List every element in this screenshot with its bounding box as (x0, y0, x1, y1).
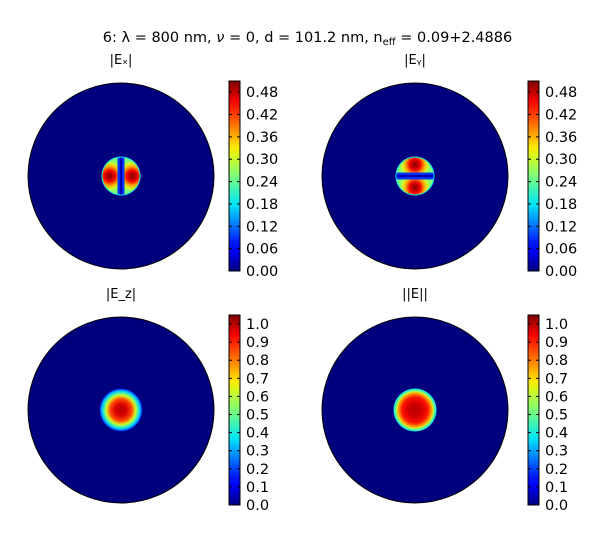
colorbar-tick-label: 0.24 (545, 175, 577, 191)
colorbar-tick-label: 1.0 (246, 317, 269, 333)
panel-4: ||E|| 0.0 0.1 0.2 0.3 0.4 0.5 0.6 0.7 0.8 0.9 1.0 (321, 287, 568, 514)
colorbar-tick-label: 0.18 (246, 197, 278, 213)
colorbar-tick-label: 0.7 (545, 371, 568, 387)
colorbar-tick-label: 0.9 (545, 335, 568, 351)
colorbar-tick-label: 0.6 (246, 389, 269, 405)
panel-title: |Eₓ| (110, 53, 133, 68)
panel-title: ||E|| (402, 287, 428, 302)
colorbar: 0.0 0.1 0.2 0.3 0.4 0.5 0.6 0.7 0.8 0.9 1.0 (228, 314, 269, 514)
colorbar-tick-label: 0.5 (246, 408, 269, 424)
mode-spot (393, 388, 437, 432)
colorbar-tick-label: 0.5 (545, 408, 568, 424)
colorbar-tick-label: 0.06 (246, 242, 278, 258)
colorbar-tick-label: 0.00 (246, 264, 278, 280)
colorbar-tick-label: 0.8 (246, 353, 269, 369)
colorbar-tick-label: 0.9 (246, 335, 269, 351)
colorbar-tick-label: 0.7 (246, 371, 269, 387)
colorbar-tick-label: 0.00 (545, 264, 577, 280)
colorbar-tick-label: 0.30 (545, 152, 577, 168)
colorbar-tick-label: 0.4 (246, 426, 269, 442)
colorbar-tick-label: 0.4 (545, 426, 568, 442)
panel-2: |Eᵧ| 0.00 0.06 0.12 0.18 0.24 0.30 0.36 0.42 0.48 (321, 53, 577, 280)
figure-title: 6: λ = 800 nm, ν = 0, d = 101.2 nm, neff… (102, 30, 513, 48)
colorbar-tick-label: 0.42 (545, 108, 577, 124)
colorbar: 0.00 0.06 0.12 0.18 0.24 0.30 0.36 0.42 0.48 (527, 80, 577, 280)
colorbar-tick-label: 1.0 (545, 317, 568, 333)
colorbar-tick-label: 0.1 (246, 480, 269, 496)
colorbar-tick-label: 0.2 (246, 462, 269, 478)
colorbar-tick-label: 0.48 (246, 85, 278, 101)
colorbar: 0.00 0.06 0.12 0.18 0.24 0.30 0.36 0.42 0.48 (228, 80, 278, 280)
panel-title: |Eᵧ| (404, 53, 426, 68)
colorbar-tick-label: 0.3 (545, 444, 568, 460)
panel-1: |Eₓ| 0.00 0.06 0.12 0.18 0.24 0.30 0.36 0.42 0.48 (27, 53, 278, 280)
panel-title: |E_z| (106, 287, 136, 302)
colorbar-tick-label: 0.36 (246, 130, 278, 146)
mode-spot (99, 388, 143, 432)
field-pattern (393, 388, 437, 432)
colorbar: 0.0 0.1 0.2 0.3 0.4 0.5 0.6 0.7 0.8 0.9 1.0 (527, 314, 568, 514)
colorbar-tick-label: 0.24 (246, 175, 278, 191)
colorbar-tick-label: 0.8 (545, 353, 568, 369)
colorbar-tick-label: 0.2 (545, 462, 568, 478)
colorbar-tick-label: 0.3 (246, 444, 269, 460)
colorbar-tick-label: 0.1 (545, 480, 568, 496)
colorbar-tick-label: 0.12 (545, 219, 577, 235)
panel-3: |E_z| 0.0 0.1 0.2 0.3 0.4 0.5 0.6 0.7 0.8 0.9 1.0 (27, 287, 269, 514)
colorbar-tick-label: 0.6 (545, 389, 568, 405)
colorbar-tick-label: 0.36 (545, 130, 577, 146)
colorbar-tick-label: 0.42 (246, 108, 278, 124)
colorbar-tick-label: 0.0 (246, 498, 269, 514)
colorbar-tick-label: 0.30 (246, 152, 278, 168)
colorbar-tick-label: 0.06 (545, 242, 577, 258)
colorbar-tick-label: 0.18 (545, 197, 577, 213)
colorbar-tick-label: 0.48 (545, 85, 577, 101)
field-pattern (99, 388, 143, 432)
colorbar-tick-label: 0.0 (545, 498, 568, 514)
colorbar-tick-label: 0.12 (246, 219, 278, 235)
